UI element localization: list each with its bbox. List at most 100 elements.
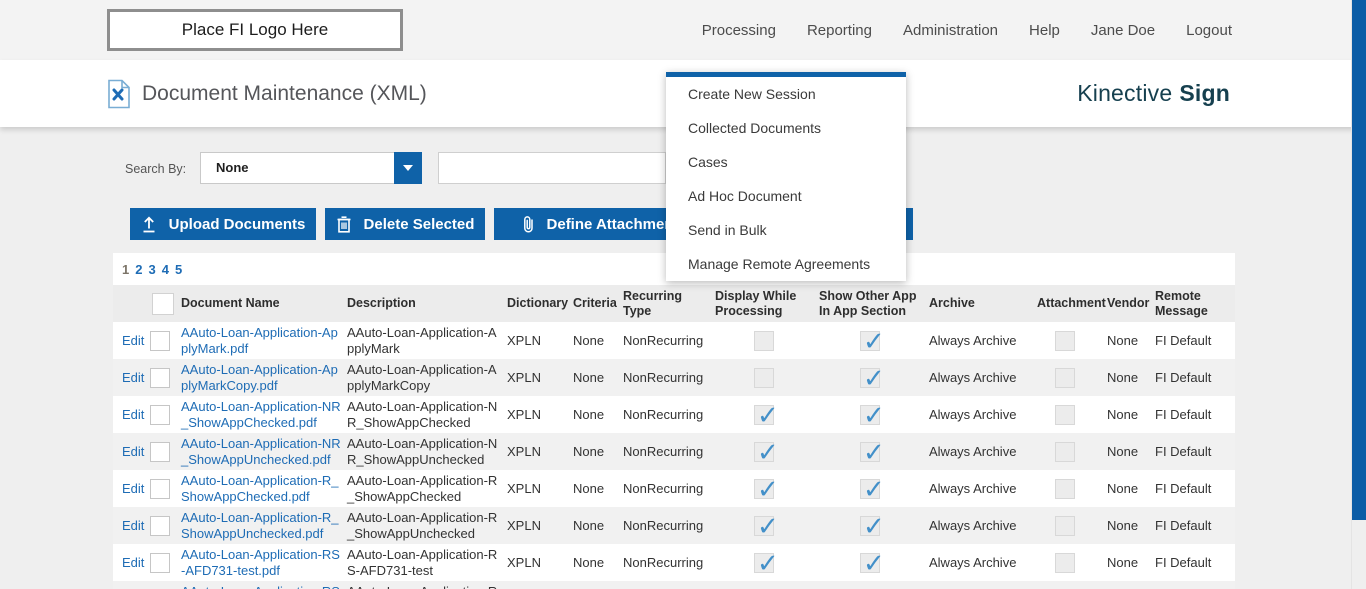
show-other-app-checkbox[interactable]: ✓ <box>860 365 885 391</box>
paperclip-icon <box>522 215 535 234</box>
archive-cell: Always Archive <box>929 332 1017 348</box>
description-cell: AAuto-Loan-Application-ApplyMarkCopy <box>347 361 497 393</box>
document-name-link[interactable]: AAuto-Loan-Application-RS-AFD731-test.pd… <box>181 546 340 578</box>
table-row: Edit AAuto-Loan-Application-NR_ShowAppCh… <box>113 396 1235 433</box>
column-header-criteria: Criteria <box>573 296 617 310</box>
document-name-link[interactable]: AAuto-Loan-Application-RS- <box>181 584 340 589</box>
attachment-checkbox[interactable] <box>1055 478 1075 499</box>
column-header-display-while-processing: Display While Processing <box>715 288 797 318</box>
row-checkbox[interactable] <box>150 552 170 573</box>
edit-link[interactable]: Edit <box>122 369 145 385</box>
attachment-checkbox[interactable] <box>1055 404 1075 425</box>
page-link-2[interactable]: 2 <box>135 261 143 277</box>
show-other-app-checkbox[interactable]: ✓ <box>860 328 885 354</box>
column-header-remote-message: Remote Message <box>1155 288 1208 318</box>
row-checkbox[interactable] <box>150 478 170 499</box>
dictionary-cell: XPLN <box>507 332 541 348</box>
show-other-app-checkbox[interactable]: ✓ <box>860 439 885 465</box>
page-link-1: 1 <box>122 261 130 277</box>
check-icon: ✓ <box>863 362 885 393</box>
show-other-app-checkbox[interactable]: ✓ <box>860 550 885 576</box>
upload-icon <box>141 216 157 233</box>
display-while-processing-checkbox[interactable]: ✓ <box>754 513 779 539</box>
nav-item-administration[interactable]: Administration <box>902 21 999 39</box>
nav-item-processing[interactable]: Processing <box>701 21 776 39</box>
row-checkbox[interactable] <box>150 404 170 425</box>
chevron-down-icon[interactable] <box>394 152 422 184</box>
delete-selected-button[interactable]: Delete Selected <box>325 208 485 240</box>
remote-message-cell: FI Default <box>1155 406 1212 422</box>
attachment-checkbox[interactable] <box>1055 330 1075 351</box>
row-checkbox[interactable] <box>150 515 170 536</box>
column-header-show-other-app: Show Other App In App Section <box>819 288 917 318</box>
show-other-app-checkbox[interactable]: ✓ <box>860 402 885 428</box>
row-checkbox[interactable] <box>150 330 170 351</box>
nav-item-jane-doe[interactable]: Jane Doe <box>1090 21 1156 39</box>
page-link-3[interactable]: 3 <box>148 261 156 277</box>
document-name-link[interactable]: AAuto-Loan-Application-NR_ShowAppChecked… <box>181 398 341 430</box>
search-by-label: Search By: <box>125 162 187 176</box>
column-header-vendor: Vendor <box>1107 296 1150 310</box>
upload-documents-button[interactable]: Upload Documents <box>130 208 316 240</box>
document-name-link[interactable]: AAuto-Loan-Application-R_ShowAppChecked.… <box>181 472 339 504</box>
edit-link[interactable]: Edit <box>122 406 145 422</box>
page-scrollbar[interactable] <box>1351 0 1366 589</box>
table-header-row: Document Name Description Dictionary Cri… <box>113 285 1235 322</box>
show-other-app-checkbox[interactable]: ✓ <box>860 476 885 502</box>
attachment-checkbox[interactable] <box>1055 441 1075 462</box>
show-other-app-checkbox[interactable]: ✓ <box>860 513 885 539</box>
display-while-processing-checkbox[interactable] <box>754 330 774 351</box>
menu-item-ad-hoc-document[interactable]: Ad Hoc Document <box>688 188 802 204</box>
display-while-processing-checkbox[interactable]: ✓ <box>754 550 779 576</box>
check-icon: ✓ <box>863 436 885 467</box>
menu-item-cases[interactable]: Cases <box>688 154 728 170</box>
select-all-checkbox[interactable] <box>152 292 174 315</box>
recurring-type-cell: NonRecurring <box>623 443 704 459</box>
document-name-link[interactable]: AAuto-Loan-Application-NR_ShowAppUncheck… <box>181 435 341 467</box>
search-input[interactable] <box>438 152 666 184</box>
recurring-type-cell: NonRecurring <box>623 369 704 385</box>
display-while-processing-checkbox[interactable] <box>754 367 774 388</box>
document-name-link[interactable]: AAuto-Loan-Application-R_ShowAppUnchecke… <box>181 509 339 541</box>
criteria-cell: None <box>573 517 605 533</box>
menu-item-manage-remote-agreements[interactable]: Manage Remote Agreements <box>688 256 871 272</box>
page-link-4[interactable]: 4 <box>161 261 169 277</box>
criteria-cell: None <box>573 554 605 570</box>
menu-item-collected-documents[interactable]: Collected Documents <box>688 120 822 136</box>
attachment-checkbox[interactable] <box>1055 367 1075 388</box>
page-link-5[interactable]: 5 <box>174 261 183 277</box>
display-while-processing-checkbox[interactable]: ✓ <box>754 439 779 465</box>
menu-item-create-new-session[interactable]: Create New Session <box>688 86 816 102</box>
nav-item-help[interactable]: Help <box>1029 21 1060 39</box>
table-row: Edit AAuto-Loan-Application-NR_ShowAppUn… <box>113 433 1235 470</box>
display-while-processing-checkbox[interactable]: ✓ <box>754 476 779 502</box>
check-icon: ✓ <box>863 547 885 578</box>
recurring-type-cell: NonRecurring <box>623 480 704 496</box>
document-name-link[interactable]: AAuto-Loan-Application-ApplyMarkCopy.pdf <box>181 361 338 393</box>
search-by-selected-value: None <box>216 160 249 175</box>
table-row: Edit AAuto-Loan-Application-RS-AFD731-te… <box>113 544 1235 581</box>
nav-item-logout[interactable]: Logout <box>1186 21 1232 39</box>
edit-link[interactable]: Edit <box>122 554 145 570</box>
display-while-processing-checkbox[interactable]: ✓ <box>754 402 779 428</box>
attachment-checkbox[interactable] <box>1055 552 1075 573</box>
remote-message-cell: FI Default <box>1155 332 1212 348</box>
document-name-link[interactable]: AAuto-Loan-Application-ApplyMark.pdf <box>181 324 338 356</box>
attachment-checkbox[interactable] <box>1055 515 1075 536</box>
vendor-cell: None <box>1107 480 1139 496</box>
search-by-select[interactable]: None <box>200 152 422 184</box>
edit-link[interactable]: Edit <box>122 443 145 459</box>
archive-cell: Always Archive <box>929 517 1017 533</box>
archive-cell: Always Archive <box>929 554 1017 570</box>
nav-item-reporting[interactable]: Reporting <box>806 21 872 39</box>
check-icon: ✓ <box>863 473 885 504</box>
vendor-cell: None <box>1107 332 1139 348</box>
edit-link[interactable]: Edit <box>122 517 145 533</box>
row-checkbox[interactable] <box>150 441 170 462</box>
check-icon: ✓ <box>863 399 885 430</box>
menu-item-send-in-bulk[interactable]: Send in Bulk <box>688 222 767 238</box>
edit-link[interactable]: Edit <box>122 480 145 496</box>
edit-link[interactable]: Edit <box>122 332 145 348</box>
scrollbar-thumb[interactable] <box>1352 0 1366 520</box>
row-checkbox[interactable] <box>150 367 170 388</box>
